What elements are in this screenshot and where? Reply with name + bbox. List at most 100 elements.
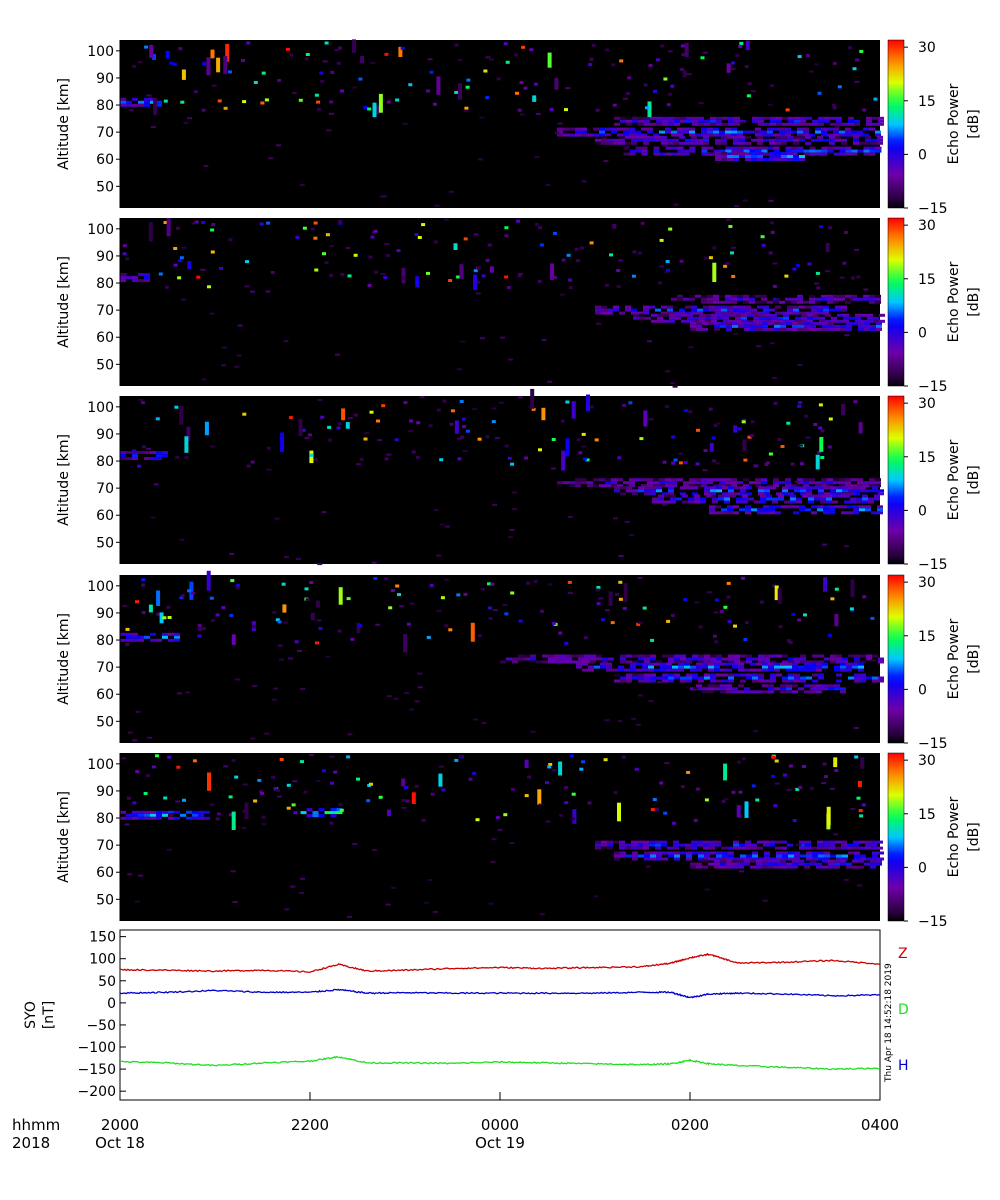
x-tick-label: 0200 [671, 1116, 709, 1134]
y-axis-label: Altitude [km] [56, 256, 72, 348]
y-tick-label: 100 [87, 579, 114, 595]
y-tick-label: 50 [96, 535, 114, 551]
echo-layer-2 [300, 808, 343, 818]
time-row-label: hhmm [12, 1116, 60, 1134]
y-tick-label: 50 [96, 892, 114, 908]
colorbar-unit: [dB] [966, 109, 982, 138]
series-H: H [119, 988, 909, 1074]
y-tick-label: 70 [96, 481, 114, 497]
heatmap-panels: 50 60 70 80 90 100 Altitude [km] −15 0 15 30 Echo P… [56, 39, 982, 930]
colorbar: −15 0 15 30 Echo Power [dB] [887, 217, 982, 395]
series-line-H [119, 988, 881, 999]
y-tick-label: 50 [96, 714, 114, 730]
y-axis-unit: [nT] [41, 1001, 57, 1029]
colorbar-tick-label: 0 [918, 860, 927, 876]
echo-layer-2 [557, 478, 881, 488]
echo-layer-3 [576, 662, 864, 672]
echo-layer-5 [690, 684, 846, 694]
speckle-echoes [121, 754, 866, 918]
y-tick-label: 80 [96, 633, 114, 649]
y-tick-label: 90 [96, 249, 114, 265]
altitude-axis: 50 60 70 80 90 100 Altitude [km] [56, 40, 121, 208]
y-tick-label: 60 [96, 865, 114, 881]
colorbar-tick-label: 30 [918, 396, 936, 412]
y-tick-label: 50 [96, 179, 114, 195]
colorbar-unit: [dB] [966, 287, 982, 316]
colorbar-tick-label: 15 [918, 629, 936, 645]
colorbar-tick-label: 0 [918, 325, 927, 341]
x-tick-label: 0000 [481, 1116, 519, 1134]
nT-axis: 150 100 50 0 −50 −100 −150 −200 SYO [nT] [23, 930, 126, 1100]
colorbar-unit: [dB] [966, 822, 982, 851]
series-line-Z [120, 952, 881, 974]
y-tick-label: 0 [107, 996, 116, 1012]
colorbar-tick-label: 30 [918, 753, 936, 769]
y-tick-label: −50 [86, 1018, 116, 1034]
echo-layer-4 [595, 135, 883, 145]
x-tick-label: 0400 [861, 1116, 899, 1134]
colorbar-tick-label: −15 [918, 201, 948, 217]
y-tick-label: 90 [96, 784, 114, 800]
series-D: D [119, 1002, 909, 1071]
altitude-axis: 50 60 70 80 90 100 Altitude [km] [56, 218, 121, 386]
colorbar-tick-label: 30 [918, 218, 936, 234]
heatmap-background [120, 396, 880, 564]
y-tick-label: 80 [96, 811, 114, 827]
colorbar-tick-label: −15 [918, 379, 948, 395]
colorbar-tick-label: 15 [918, 272, 936, 288]
speckle-echoes [132, 388, 863, 566]
altitude-axis: 50 60 70 80 90 100 Altitude [km] [56, 753, 121, 921]
heatmap-background [120, 753, 880, 921]
y-tick-label: 60 [96, 508, 114, 524]
colorbar-tick-label: −15 [918, 736, 948, 752]
y-tick-label: −200 [78, 1084, 116, 1100]
echo-layer-1 [120, 451, 168, 461]
colorbar-unit: [dB] [966, 465, 982, 494]
heatmap-panel-3: 50 60 70 80 90 100 Altitude [km] −15 0 15 30 Echo P… [56, 388, 982, 573]
y-tick-label: 100 [89, 952, 116, 968]
magnetometer-panel: 150 100 50 0 −50 −100 −150 −200 SYO [nT] Z D H [23, 929, 909, 1101]
y-tick-label: 60 [96, 152, 114, 168]
colorbar-tick-label: 15 [918, 94, 936, 110]
colorbar: −15 0 15 30 Echo Power [dB] [887, 752, 982, 930]
y-tick-label: 50 [96, 357, 114, 373]
y-tick-label: 80 [96, 454, 114, 470]
y-tick-label: 90 [96, 71, 114, 87]
y-tick-label: 100 [87, 400, 114, 416]
echo-layer-3 [614, 486, 884, 496]
y-axis-label: Altitude [km] [56, 78, 72, 170]
echo-layer-6 [715, 152, 805, 161]
y-tick-label: 150 [89, 930, 116, 946]
colorbar-tick-label: 30 [918, 575, 936, 591]
echo-layer-5 [690, 321, 882, 331]
colorbar-tick-label: −15 [918, 557, 948, 573]
y-tick-label: 70 [96, 660, 114, 676]
echo-layer-5 [709, 505, 883, 515]
y-tick-label: 100 [87, 757, 114, 773]
echo-layer-1 [120, 97, 162, 107]
series-line-D [119, 1055, 881, 1071]
plot-frame [119, 929, 881, 1101]
echo-layer-2 [671, 294, 881, 304]
echo-layer-4 [614, 673, 884, 683]
speckle-echoes [122, 570, 876, 742]
colorbar-label: Echo Power [946, 618, 962, 699]
speckle-echoes [122, 218, 869, 388]
echo-layer-1 [120, 810, 210, 820]
y-tick-label: −100 [78, 1040, 116, 1056]
y-tick-label: 70 [96, 125, 114, 141]
colorbar-label: Echo Power [946, 83, 962, 164]
heatmap-panel-2: 50 60 70 80 90 100 Altitude [km] −15 0 15 30 Echo P… [56, 217, 982, 395]
echo-layer-2 [500, 654, 884, 664]
colorbar-tick-label: −15 [918, 914, 948, 930]
y-tick-label: 80 [96, 276, 114, 292]
y-tick-label: 60 [96, 687, 114, 703]
y-axis-label: Altitude [km] [56, 613, 72, 705]
colorbar-tick-label: 0 [918, 682, 927, 698]
y-tick-label: 90 [96, 427, 114, 443]
altitude-axis: 50 60 70 80 90 100 Altitude [km] [56, 396, 121, 564]
speckle-echoes [128, 39, 878, 208]
echo-layer-3 [557, 127, 881, 137]
x-tick-label: 2000 [101, 1116, 139, 1134]
